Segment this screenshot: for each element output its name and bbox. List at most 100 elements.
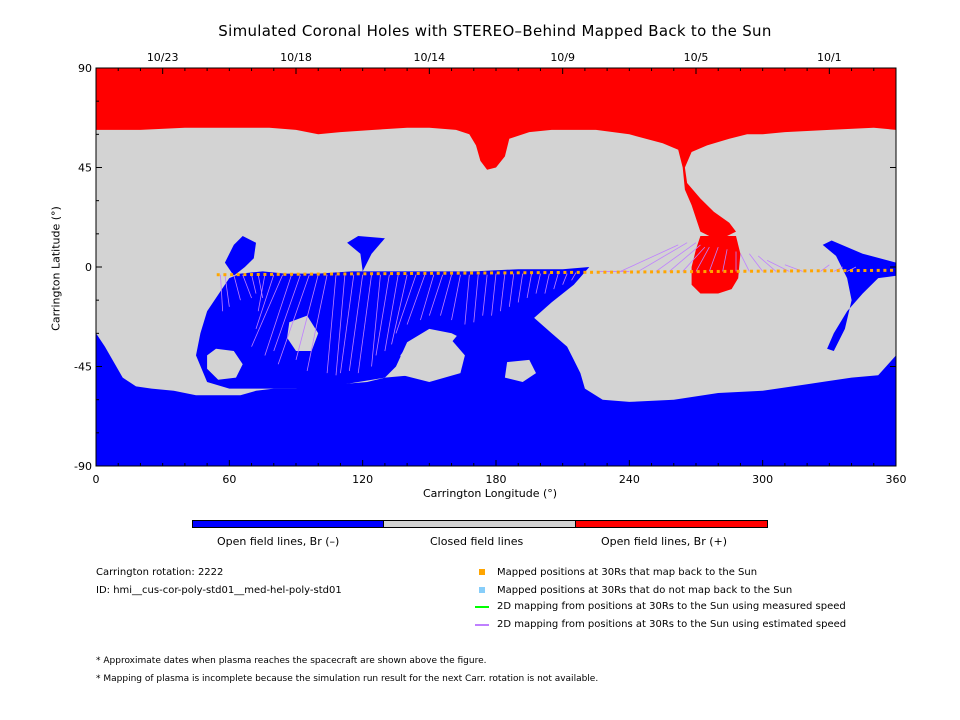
trajectory-point-86 [790,269,794,273]
mapping-line-17 [348,274,364,371]
trajectory-point-57 [596,270,600,274]
y-tick-label-0: 0 [85,261,92,274]
top-date-label: 10/5 [684,51,709,64]
mapping-line-47 [682,246,706,272]
mapping-line-13 [306,274,328,372]
trajectory-point-49 [543,271,547,275]
x-tick-label-180: 180 [486,473,507,486]
negative-extension-lobe [196,267,590,389]
trajectory-point-94 [843,269,847,273]
mapping-line-6 [257,274,266,312]
trajectory-point-63 [636,270,640,274]
x-tick-label-300: 300 [752,473,773,486]
trajectory-point-17 [330,272,334,276]
mapping-line-48 [695,246,710,272]
trajectory-point-84 [776,269,780,273]
top-date-label: 10/1 [817,51,842,64]
trajectory-point-76 [723,269,727,273]
trajectory-point-4 [243,273,247,277]
colorbar-negative [192,520,384,528]
trajectory-point-67 [663,270,667,274]
x-tick-label-360: 360 [886,473,907,486]
mapping-line-5 [257,274,264,299]
trajectory-point-59 [610,270,614,274]
trajectory-point-0 [216,273,220,277]
colorbar-closed [383,520,576,528]
mapping-line-44 [638,242,688,272]
trajectory-point-8 [270,272,274,276]
legend-blue-square [479,587,485,593]
mapping-line-29 [464,274,470,325]
trajectory-point-44 [510,271,514,275]
trajectory-point-19 [343,272,347,276]
mapping-line-14 [326,274,337,374]
mapping-line-37 [535,273,541,294]
trajectory-point-18 [336,272,340,276]
trajectory-point-66 [656,270,660,274]
trajectory-point-64 [643,270,647,274]
trajectory-point-5 [250,273,254,277]
carrington-rotation-text: Carrington rotation: 2222 [96,567,224,578]
trajectory-point-9 [276,272,280,276]
mapping-line-21 [384,274,399,352]
mapping-line-23 [395,274,417,334]
legend-green-line [475,606,489,608]
trajectory-point-72 [696,270,700,274]
trajectory-point-80 [750,269,754,273]
footnote-dates: * Approximate dates when plasma reaches … [96,656,487,666]
trajectory-point-31 [423,271,427,275]
mapping-line-16 [340,274,355,374]
trajectory-point-68 [670,270,674,274]
trajectory-point-85 [783,269,787,273]
trajectory-point-27 [396,272,400,276]
colorbar-positive [575,520,768,528]
mapping-line-19 [371,274,381,367]
mapping-line-4 [251,274,257,294]
trajectory-point-60 [616,270,620,274]
mapping-line-10 [273,274,301,352]
trajectory-point-55 [583,270,587,274]
mapping-line-12 [295,274,319,360]
positive-north-polar-hole [96,68,896,239]
trajectory-point-20 [350,272,354,276]
trajectory-point-47 [530,271,534,275]
trajectory-point-30 [416,271,420,275]
trajectory-point-26 [390,272,394,276]
closed-island-3 [504,359,536,382]
mapping-line-25 [420,274,435,321]
mapping-line-3 [242,274,252,299]
trajectory-point-28 [403,272,407,276]
mapping-line-32 [491,273,497,316]
trajectory-point-56 [590,270,594,274]
mapping-line-38 [544,273,550,294]
legend-orange-square [479,569,485,575]
y-tick-label--90: -90 [74,460,92,473]
trajectory-point-78 [736,269,740,273]
trajectory-point-21 [356,272,360,276]
trajectory-point-39 [476,271,480,275]
top-date-label: 10/23 [147,51,179,64]
mapping-line-15 [335,274,346,376]
trajectory-point-101 [890,268,894,272]
trajectory-point-51 [556,271,560,275]
trajectory-point-34 [443,271,447,275]
colorbar-label-positive: Open field lines, Br (+) [601,535,728,548]
positive-low-latitude-patch [691,236,741,294]
trajectory-point-29 [410,271,414,275]
negative-east-ridge [822,240,896,351]
trajectory-point-7 [263,272,267,276]
trajectory-point-50 [550,271,554,275]
y-tick-label--45: -45 [74,361,92,374]
trajectory-point-88 [803,269,807,273]
trajectory-point-14 [310,272,314,276]
x-tick-label-0: 0 [93,473,100,486]
trajectory-point-95 [850,269,854,273]
negative-east-edge [889,364,896,389]
y-axis-label: Carrington Latitude (°) [49,206,63,331]
trajectory-point-71 [690,270,694,274]
legend-label-measured: 2D mapping from positions at 30Rs to the… [497,601,846,612]
trajectory-point-1 [223,273,227,277]
legend-purple-line [475,624,489,626]
y-tick-label-45: 45 [78,162,92,175]
mapping-line-54 [757,255,777,272]
